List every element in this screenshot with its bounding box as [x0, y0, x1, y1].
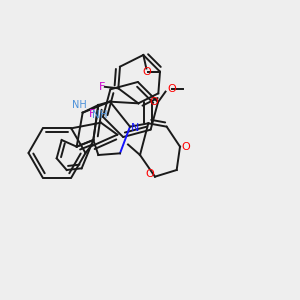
Text: NH: NH	[92, 110, 107, 120]
Text: O: O	[167, 84, 176, 94]
Text: F: F	[99, 82, 105, 92]
Text: O: O	[142, 67, 151, 76]
Text: O: O	[145, 169, 154, 179]
Text: F: F	[89, 110, 96, 119]
Text: N: N	[131, 123, 140, 133]
Text: NH: NH	[72, 100, 87, 110]
Text: O: O	[181, 142, 190, 152]
Text: O: O	[149, 97, 158, 107]
